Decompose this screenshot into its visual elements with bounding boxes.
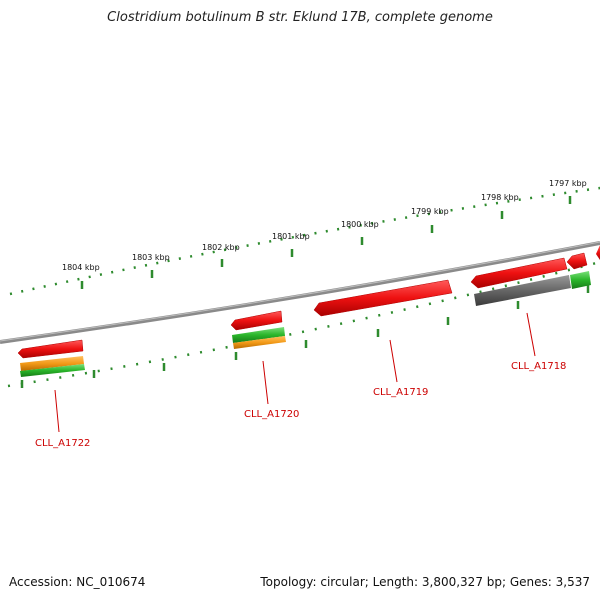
- gene-label[interactable]: CLL_A1720: [244, 409, 299, 420]
- label-leader-line: [54, 389, 60, 433]
- cds-arrow-cll-a1719[interactable]: [313, 279, 453, 317]
- ruler-tick-label: 1801 kbp: [272, 232, 310, 241]
- label-leader-line: [526, 312, 536, 357]
- cds-arrow[interactable]: [17, 339, 84, 359]
- cds-orange-bar[interactable]: [233, 336, 286, 349]
- cds-orange-bar[interactable]: [20, 356, 84, 371]
- feature-group-cll-a1722[interactable]: [17, 339, 85, 377]
- cds-green-bar[interactable]: [570, 271, 591, 289]
- label-leader-line: [389, 339, 398, 383]
- inner-ruler: [7, 260, 600, 388]
- gene-label[interactable]: CLL_A1722: [35, 438, 90, 449]
- map-title: Clostridium botulinum B str. Eklund 17B,…: [107, 10, 493, 25]
- cds-green-bar[interactable]: [20, 364, 85, 377]
- cds-gray-bar[interactable]: [474, 275, 571, 306]
- gene-label[interactable]: CLL_A1718: [511, 361, 566, 372]
- topology-text: Topology: circular; Length: 3,800,327 bp…: [260, 575, 590, 589]
- ruler-tick-label: 1803 kbp: [132, 253, 170, 262]
- ruler-tick-label: 1797 kbp: [549, 179, 587, 188]
- ruler-tick-label: 1798 kbp: [481, 193, 519, 202]
- ruler-tick-label: 1799 kbp: [411, 207, 449, 216]
- accession-text: Accession: NC_010674: [9, 575, 146, 589]
- genome-backbone: [0, 241, 600, 344]
- feature-group-cll-a1720[interactable]: [230, 310, 286, 349]
- cds-arrow-edge[interactable]: [596, 245, 600, 260]
- ruler-tick-label: 1800 kbp: [341, 220, 379, 229]
- cds-green-bar[interactable]: [232, 327, 285, 343]
- cds-arrow-small[interactable]: [566, 252, 588, 270]
- cds-arrow[interactable]: [470, 257, 568, 289]
- label-leader-line: [262, 360, 269, 405]
- gene-label[interactable]: CLL_A1719: [373, 387, 428, 398]
- ruler-tick-label: 1802 kbp: [202, 243, 240, 252]
- cds-arrow[interactable]: [230, 310, 283, 331]
- feature-group-cll-a1718[interactable]: [470, 245, 600, 306]
- outer-ruler: [9, 186, 600, 296]
- ruler-tick-label: 1804 kbp: [62, 263, 100, 272]
